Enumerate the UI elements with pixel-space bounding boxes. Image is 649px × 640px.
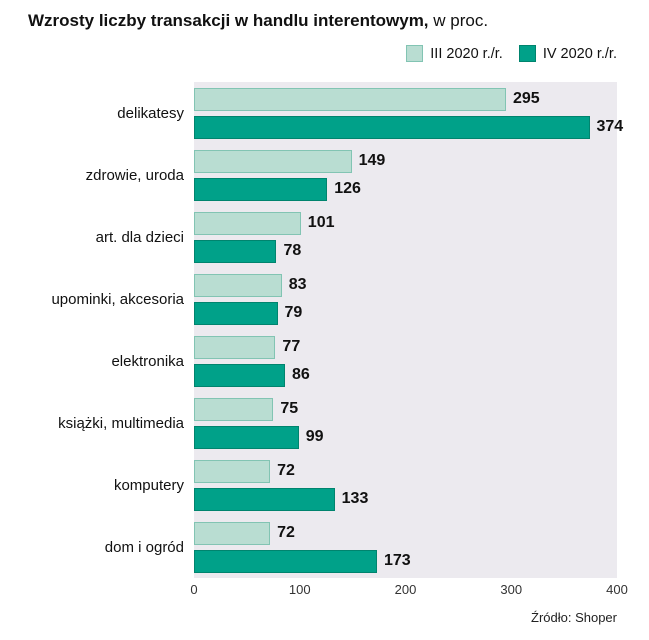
bar-value-label: 173 xyxy=(383,552,411,569)
chart-title-suffix: w proc. xyxy=(428,11,489,30)
bar-value-label: 79 xyxy=(284,304,303,321)
bar-line: 374 xyxy=(194,115,623,139)
bar-iv-2020 xyxy=(194,301,278,325)
bar-iv-2020 xyxy=(194,487,335,511)
chart-row: upominki, akcesoria 83 79 xyxy=(24,268,617,330)
chart-title-main: Wzrosty liczby transakcji w handlu inter… xyxy=(28,11,429,30)
bar-chart: delikatesy 295 374 zdrowie, uroda 149 126 art.… xyxy=(24,82,628,597)
bar-iii-2020 xyxy=(194,397,274,421)
bar-line: 72 xyxy=(194,521,617,545)
bar-line: 77 xyxy=(194,335,617,359)
x-axis: 0 100 200 300 400 xyxy=(190,582,627,600)
chart-legend: III 2020 r./r. IV 2020 r./r. xyxy=(406,45,617,62)
source-note: Źródło: Shoper xyxy=(531,610,617,625)
bar-value-label: 77 xyxy=(282,338,301,355)
legend-item-iv-2020: IV 2020 r./r. xyxy=(518,45,617,62)
bar-group: 72 133 xyxy=(194,459,617,511)
legend-swatch-iii-2020-icon xyxy=(406,45,424,62)
bar-line: 149 xyxy=(194,149,617,173)
bar-line: 72 xyxy=(194,459,617,483)
x-axis-tick-label: 100 xyxy=(288,582,311,597)
category-label: książki, multimedia xyxy=(58,414,184,432)
legend-label-iv-2020: IV 2020 r./r. xyxy=(542,45,617,62)
bar-line: 133 xyxy=(194,487,617,511)
chart-row: książki, multimedia 75 99 xyxy=(24,392,617,454)
bar-line: 101 xyxy=(194,211,617,235)
bar-group: 101 78 xyxy=(194,211,617,263)
bar-iii-2020 xyxy=(194,211,301,235)
bar-value-label: 78 xyxy=(283,242,302,259)
bar-line: 83 xyxy=(194,273,617,297)
bar-group: 295 374 xyxy=(194,87,623,139)
category-label: elektronika xyxy=(111,352,184,370)
bar-value-label: 99 xyxy=(305,428,324,445)
bar-line: 79 xyxy=(194,301,617,325)
category-label: upominki, akcesoria xyxy=(51,290,184,308)
bar-value-label: 374 xyxy=(596,118,624,135)
bar-value-label: 295 xyxy=(512,90,540,107)
bar-rows: delikatesy 295 374 zdrowie, uroda 149 126 art.… xyxy=(24,82,623,578)
chart-title: Wzrosty liczby transakcji w handlu inter… xyxy=(28,10,488,32)
bar-line: 295 xyxy=(194,87,617,111)
chart-row: delikatesy 295 374 xyxy=(24,82,623,144)
bar-value-label: 72 xyxy=(277,462,295,479)
chart-row: dom i ogród 72 173 xyxy=(24,516,617,578)
bar-line: 99 xyxy=(194,425,617,449)
category-label: dom i ogród xyxy=(104,538,184,556)
legend-swatch-iv-2020-icon xyxy=(518,45,536,62)
bar-group: 83 79 xyxy=(194,273,617,325)
bar-iv-2020 xyxy=(194,115,590,139)
bar-iii-2020 xyxy=(194,335,276,359)
bar-line: 86 xyxy=(194,363,617,387)
bar-value-label: 101 xyxy=(307,214,335,231)
bar-value-label: 72 xyxy=(277,524,295,541)
bar-iv-2020 xyxy=(194,363,285,387)
bar-group: 75 99 xyxy=(194,397,617,449)
bar-iii-2020 xyxy=(194,149,352,173)
x-axis-tick-label: 200 xyxy=(394,582,417,597)
bar-iii-2020 xyxy=(194,87,506,111)
bar-line: 173 xyxy=(194,549,617,573)
bar-value-label: 83 xyxy=(288,276,307,293)
bar-group: 72 173 xyxy=(194,521,617,573)
chart-row: zdrowie, uroda 149 126 xyxy=(24,144,617,206)
legend-item-iii-2020: III 2020 r./r. xyxy=(406,45,503,62)
category-label: delikatesy xyxy=(117,104,184,122)
bar-iii-2020 xyxy=(194,273,282,297)
chart-row: art. dla dzieci 101 78 xyxy=(24,206,617,268)
bar-iv-2020 xyxy=(194,239,277,263)
bar-iii-2020 xyxy=(194,459,271,483)
bar-iv-2020 xyxy=(194,425,299,449)
bar-value-label: 75 xyxy=(280,400,299,417)
bar-line: 126 xyxy=(194,177,617,201)
chart-row: komputery 72 133 xyxy=(24,454,617,516)
category-label: komputery xyxy=(113,476,184,494)
bar-iv-2020 xyxy=(194,549,377,573)
x-axis-tick-label: 400 xyxy=(606,582,628,597)
bar-line: 78 xyxy=(194,239,617,263)
legend-label-iii-2020: III 2020 r./r. xyxy=(430,45,503,62)
category-label: zdrowie, uroda xyxy=(85,166,184,184)
bar-value-label: 86 xyxy=(291,366,310,383)
bar-value-label: 149 xyxy=(358,152,386,169)
bar-value-label: 133 xyxy=(341,490,369,507)
bar-value-label: 126 xyxy=(334,180,361,197)
x-axis-tick-label: 300 xyxy=(500,582,523,597)
bar-iv-2020 xyxy=(194,177,328,201)
bar-group: 149 126 xyxy=(194,149,617,201)
category-label: art. dla dzieci xyxy=(95,228,184,246)
chart-row: elektronika 77 86 xyxy=(24,330,617,392)
bar-line: 75 xyxy=(194,397,617,421)
bar-iii-2020 xyxy=(194,521,271,545)
bar-group: 77 86 xyxy=(194,335,617,387)
x-axis-tick-label: 0 xyxy=(190,582,198,597)
